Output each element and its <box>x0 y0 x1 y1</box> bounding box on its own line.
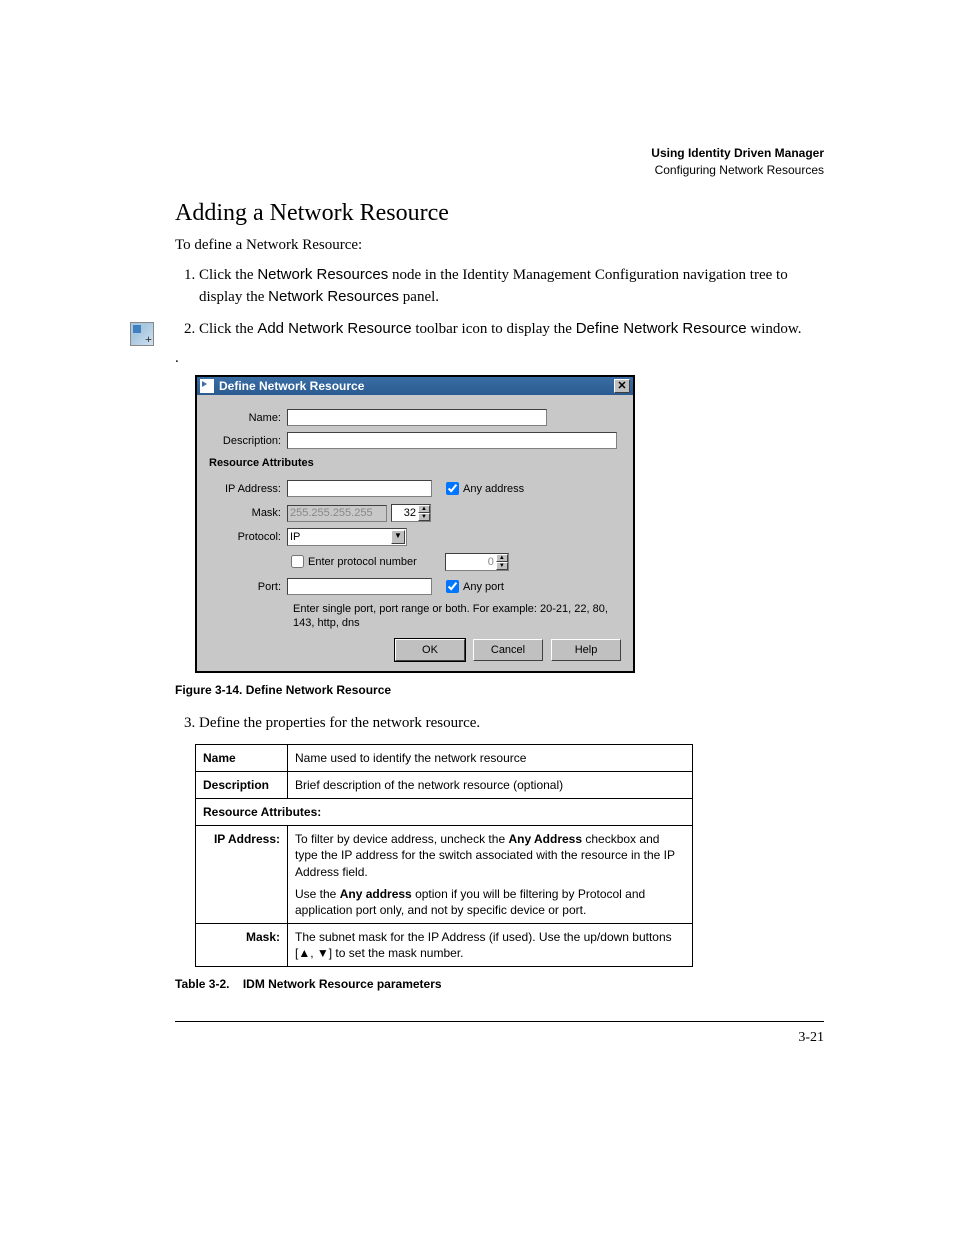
port-input[interactable] <box>287 578 432 595</box>
table-row: IP Address: To filter by device address,… <box>196 826 693 924</box>
param-name: Description <box>196 771 288 798</box>
app-icon <box>200 379 214 393</box>
chapter-name: Using Identity Driven Manager <box>651 145 824 162</box>
any-port-checkbox[interactable] <box>446 580 459 593</box>
spin-down-icon[interactable]: ▼ <box>496 562 508 570</box>
help-button[interactable]: Help <box>551 639 621 661</box>
name-input[interactable] <box>287 409 547 426</box>
table-row: Description Brief description of the net… <box>196 771 693 798</box>
description-label: Description: <box>209 435 287 447</box>
page-number: 3-21 <box>175 1030 824 1046</box>
description-input[interactable] <box>287 432 617 449</box>
cancel-button[interactable]: Cancel <box>473 639 543 661</box>
param-desc: Name used to identify the network resour… <box>288 744 693 771</box>
mask-label: Mask: <box>209 507 287 519</box>
page-header: Using Identity Driven Manager Configurin… <box>651 145 824 179</box>
spin-down-icon[interactable]: ▼ <box>418 513 430 521</box>
any-port-wrap[interactable]: Any port <box>442 577 504 596</box>
any-address-wrap[interactable]: Any address <box>442 479 524 498</box>
ip-input[interactable] <box>287 480 432 497</box>
mask-spinner[interactable]: 32 ▲▼ <box>391 504 431 522</box>
step-2: Click the Add Network Resource toolbar i… <box>199 318 824 340</box>
port-hint: Enter single port, port range or both. F… <box>293 602 621 631</box>
table-row: Name Name used to identify the network r… <box>196 744 693 771</box>
spin-up-icon[interactable]: ▲ <box>496 554 508 562</box>
section-title: Adding a Network Resource <box>175 200 824 227</box>
dialog-title: Define Network Resource <box>219 379 614 393</box>
chevron-down-icon[interactable]: ▼ <box>391 530 405 544</box>
section-name: Configuring Network Resources <box>651 162 824 179</box>
step-1: Click the Network Resources node in the … <box>199 264 824 308</box>
intro-text: To define a Network Resource: <box>175 237 824 254</box>
dot: . <box>175 350 824 367</box>
step-3: Define the properties for the network re… <box>199 713 824 734</box>
mask-input[interactable] <box>287 505 387 522</box>
param-name: Mask: <box>196 924 288 967</box>
protocol-number-spinner[interactable]: 0 ▲▼ <box>445 553 509 571</box>
any-address-label: Any address <box>463 483 524 495</box>
parameters-table: Name Name used to identify the network r… <box>195 744 693 968</box>
param-desc: To filter by device address, uncheck the… <box>288 826 693 924</box>
enter-protocol-wrap[interactable]: Enter protocol number <box>287 552 417 571</box>
protocol-select[interactable]: IP ▼ <box>287 528 407 546</box>
dialog-titlebar: Define Network Resource ✕ <box>197 377 633 395</box>
table-row: Resource Attributes: <box>196 798 693 825</box>
enter-protocol-label: Enter protocol number <box>308 556 417 568</box>
param-desc: Brief description of the network resourc… <box>288 771 693 798</box>
enter-protocol-checkbox[interactable] <box>291 555 304 568</box>
table-row: Mask: The subnet mask for the IP Address… <box>196 924 693 967</box>
ok-button[interactable]: OK <box>395 639 465 661</box>
table-caption: Table 3-2. IDM Network Resource paramete… <box>175 977 824 991</box>
figure-caption: Figure 3-14. Define Network Resource <box>175 683 824 697</box>
ip-label: IP Address: <box>209 483 287 495</box>
resource-attributes-header: Resource Attributes <box>209 457 621 469</box>
param-desc: The subnet mask for the IP Address (if u… <box>288 924 693 967</box>
port-label: Port: <box>209 581 287 593</box>
footer-rule <box>175 1021 824 1022</box>
param-name: IP Address: <box>196 826 288 924</box>
any-port-label: Any port <box>463 581 504 593</box>
param-section: Resource Attributes: <box>196 798 693 825</box>
add-resource-tool-icon <box>130 322 154 346</box>
define-network-resource-dialog: Define Network Resource ✕ Name: Descript… <box>195 375 635 673</box>
close-button[interactable]: ✕ <box>614 379 630 393</box>
param-name: Name <box>196 744 288 771</box>
spin-up-icon[interactable]: ▲ <box>418 505 430 513</box>
protocol-label: Protocol: <box>209 531 287 543</box>
any-address-checkbox[interactable] <box>446 482 459 495</box>
name-label: Name: <box>209 412 287 424</box>
